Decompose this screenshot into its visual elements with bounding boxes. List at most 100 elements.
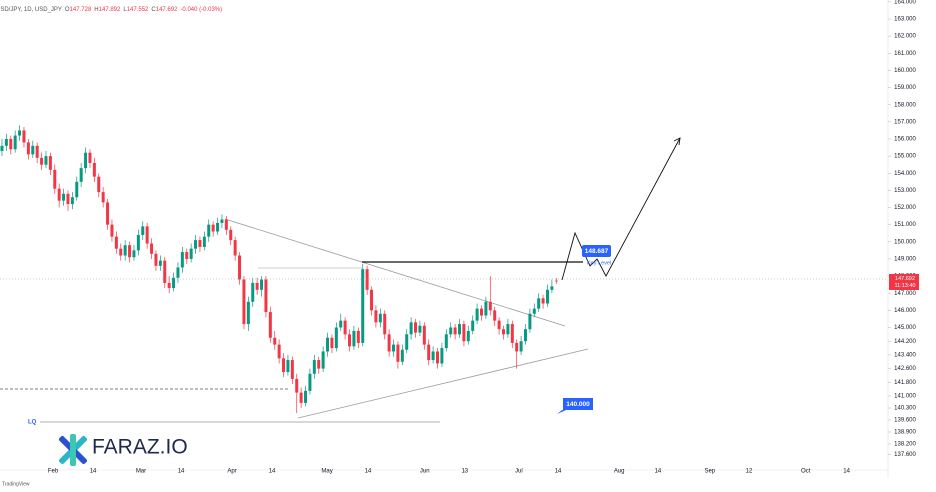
candle-body — [440, 348, 444, 364]
candle-body — [290, 360, 294, 379]
candle-body — [123, 245, 127, 256]
candle-body — [312, 360, 316, 374]
candle-body — [176, 267, 180, 278]
candle-body — [57, 188, 61, 201]
arrow-head — [673, 137, 681, 146]
candle-body — [466, 330, 470, 342]
candle-body — [321, 351, 325, 369]
candle-body — [35, 145, 39, 158]
candle-body — [79, 168, 83, 182]
candle-body — [202, 236, 206, 247]
candle-body — [255, 282, 259, 290]
candle-body — [189, 248, 193, 259]
y-tick-label: 153.000 — [894, 188, 916, 194]
candle-body — [22, 130, 26, 143]
candle-body — [75, 181, 79, 198]
candle-body — [70, 197, 74, 205]
candle-body — [66, 193, 70, 205]
candle-body — [356, 330, 360, 343]
candle-body — [88, 152, 92, 163]
candle-body — [304, 390, 308, 403]
candle-body — [506, 324, 510, 335]
candle-body — [110, 224, 114, 237]
candle-body — [194, 240, 198, 249]
candle-body — [268, 312, 272, 338]
header-field-value: 147.892 — [99, 7, 121, 13]
x-tick-label: Feb — [48, 469, 59, 475]
candle-body — [84, 152, 88, 169]
candle-body — [515, 342, 519, 352]
candle-body — [414, 322, 418, 333]
candle-body — [436, 351, 440, 364]
candle-body — [4, 138, 8, 146]
target-label: 140.000 — [566, 401, 590, 408]
candle-body — [497, 320, 501, 330]
candle-body — [471, 320, 475, 331]
candle-body — [348, 334, 352, 347]
y-tick-label: 154.000 — [894, 171, 916, 177]
x-tick-label: May — [321, 469, 332, 475]
candle-body — [365, 269, 369, 290]
candle-body — [295, 378, 299, 393]
candle-body — [31, 145, 35, 155]
logo-text: FARAZ.IO — [92, 436, 188, 459]
candle-body — [150, 243, 154, 254]
y-tick-label: 151.000 — [894, 222, 916, 228]
header-field-label: L — [123, 7, 127, 13]
candle-body — [475, 308, 479, 321]
x-tick-label: Aug — [614, 469, 625, 475]
candle-body — [167, 282, 171, 289]
header-symbol: USD/JPY, 1D, USD_JPY — [0, 7, 62, 13]
candle-body — [550, 286, 554, 290]
x-tick-label: 14 — [178, 469, 185, 475]
y-tick-label: 144.200 — [894, 339, 916, 345]
y-tick-label: 164.000 — [894, 0, 916, 5]
y-tick-label: 155.000 — [894, 154, 916, 160]
candle-body — [264, 279, 268, 313]
candle-body — [510, 324, 514, 343]
candle-body — [453, 327, 457, 335]
x-tick-label: 14 — [555, 469, 562, 475]
candle-body — [224, 219, 228, 230]
candle-body — [220, 219, 224, 223]
candle-body — [431, 351, 435, 361]
candle-body — [418, 325, 422, 333]
y-tick-label: 145.000 — [894, 325, 916, 331]
y-tick-label: 160.000 — [894, 68, 916, 74]
candle-body — [154, 253, 158, 266]
x-tick-label: Sep — [704, 469, 715, 475]
price-label: 147.692 — [895, 276, 915, 282]
candle-body — [185, 252, 189, 259]
candle-body — [387, 334, 391, 352]
candle-body — [260, 279, 264, 290]
candle-body — [370, 289, 374, 311]
candle-body — [13, 135, 17, 150]
header-field-label: H — [94, 7, 98, 13]
y-tick-label: 143.400 — [894, 352, 916, 358]
candles — [0, 125, 558, 414]
y-tick-label: 161.000 — [894, 51, 916, 57]
y-tick-label: 149.000 — [894, 257, 916, 263]
header-field-value: 147.552 — [127, 7, 149, 13]
candle-body — [251, 282, 255, 302]
header: USD/JPY, 1D, USD_JPY O147.728 H147.892 L147… — [0, 7, 222, 13]
header-change: -0.040 (-0.03%) — [180, 7, 222, 13]
lower-trendline — [297, 348, 589, 419]
candle-body — [233, 240, 237, 256]
y-tick-label: 159.000 — [894, 85, 916, 91]
y-tick-label: 146.000 — [894, 308, 916, 314]
candle-body — [9, 138, 13, 150]
candle-body — [92, 162, 96, 177]
candle-body — [554, 280, 558, 282]
y-tick-label: 152.000 — [894, 205, 916, 211]
x-tick-label: Jul — [515, 469, 523, 475]
candle-body — [44, 156, 48, 165]
y-tick-label: 162.000 — [894, 34, 916, 40]
candle-body — [242, 279, 246, 325]
header-field-value: 147.728 — [70, 7, 92, 13]
candle-body — [458, 324, 462, 335]
candle-body — [114, 236, 118, 249]
candle-body — [488, 301, 492, 311]
x-tick-label: Mar — [136, 469, 146, 475]
y-tick-label: 139.600 — [894, 418, 916, 424]
